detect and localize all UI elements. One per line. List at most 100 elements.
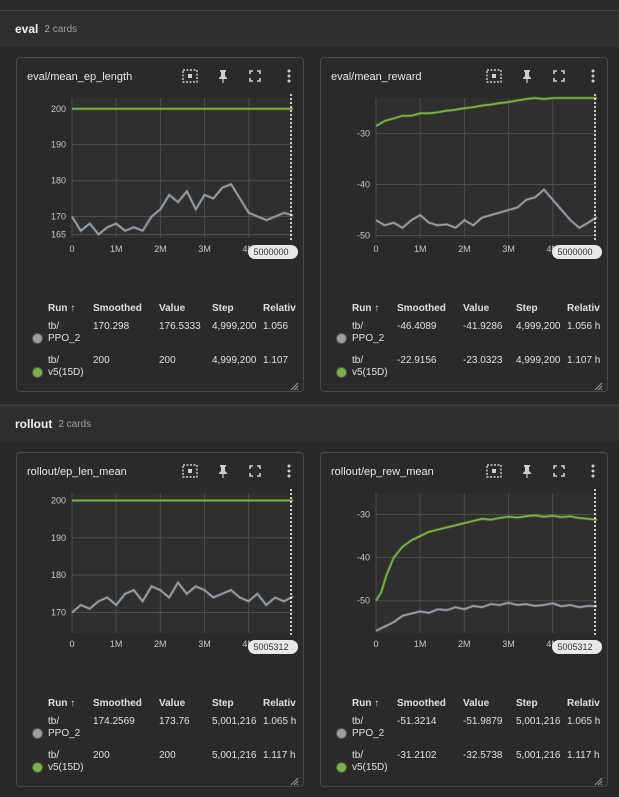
series-line[interactable] bbox=[375, 514, 598, 602]
resize-handle-icon[interactable] bbox=[594, 378, 603, 391]
run-color-dot[interactable] bbox=[32, 333, 43, 344]
column-header-step[interactable]: Step bbox=[212, 303, 234, 314]
series-line[interactable] bbox=[375, 188, 598, 229]
column-header-relative[interactable]: Relativ bbox=[567, 303, 600, 314]
fullscreen-icon[interactable] bbox=[246, 462, 264, 480]
run-table: Run ↑ Smoothed Value Step Relativ tb/PPO_2 170… bbox=[17, 303, 303, 388]
chart-area[interactable]: 16517018019020001M2M3M4M5000000 bbox=[17, 88, 303, 268]
cell-relative: 1.056 h bbox=[567, 321, 601, 332]
series-line[interactable] bbox=[375, 97, 597, 127]
y-tick-label: -30 bbox=[357, 129, 370, 139]
more-vert-icon[interactable] bbox=[280, 462, 298, 480]
cell-value: -32.5738 bbox=[463, 750, 503, 761]
group-header-eval[interactable]: eval 2 cards bbox=[0, 10, 619, 48]
pin-icon[interactable] bbox=[518, 67, 536, 85]
group-name: rollout bbox=[15, 417, 53, 431]
cell-value: 200 bbox=[159, 355, 176, 366]
y-tick-label: 190 bbox=[51, 140, 66, 150]
run-name-line2: v5(15D) bbox=[48, 762, 84, 773]
resize-handle-icon[interactable] bbox=[594, 773, 603, 786]
pin-icon[interactable] bbox=[518, 462, 536, 480]
fullscreen-icon[interactable] bbox=[550, 462, 568, 480]
fullscreen-icon[interactable] bbox=[550, 67, 568, 85]
fullscreen-icon[interactable] bbox=[246, 67, 264, 85]
x-tick-label: 0 bbox=[373, 639, 378, 649]
column-header-smoothed[interactable]: Smoothed bbox=[397, 303, 446, 314]
x-tick-label: 4M bbox=[242, 639, 255, 649]
column-header-step[interactable]: Step bbox=[516, 303, 538, 314]
pin-icon[interactable] bbox=[214, 67, 232, 85]
chart-area[interactable]: -30 -40 -50 0 1M 2M 3M 4M 5005312 bbox=[321, 483, 607, 663]
column-header-smoothed[interactable]: Smoothed bbox=[397, 698, 446, 709]
run-name-line1: tb/ bbox=[48, 321, 60, 332]
run-color-dot[interactable] bbox=[336, 728, 347, 739]
chart-area[interactable]: 170 180 190 200 0 1M 2M 3M 4M 5005312 bbox=[17, 483, 303, 663]
cell-step: 4,999,200 bbox=[516, 321, 561, 332]
series-line[interactable] bbox=[375, 601, 598, 632]
column-header-smoothed[interactable]: Smoothed bbox=[93, 698, 142, 709]
fit-domain-icon[interactable] bbox=[181, 67, 199, 85]
y-tick-label: -30 bbox=[357, 510, 370, 520]
y-tick-label: 165 bbox=[51, 229, 66, 239]
y-tick-label: 180 bbox=[51, 176, 66, 186]
resize-handle-icon[interactable] bbox=[290, 773, 299, 786]
column-header-run[interactable]: Run ↑ bbox=[352, 698, 380, 709]
cell-relative: 1.056 bbox=[263, 321, 289, 332]
run-table: Run ↑ Smoothed Value Step Relativ tb/PPO_2 174… bbox=[17, 698, 303, 783]
run-color-dot[interactable] bbox=[336, 762, 347, 773]
column-header-value[interactable]: Value bbox=[159, 303, 186, 314]
run-color-dot[interactable] bbox=[336, 333, 347, 344]
run-color-dot[interactable] bbox=[32, 762, 43, 773]
line-chart: -30-40-5001M2M3M4M5000000 bbox=[357, 94, 602, 259]
column-header-value[interactable]: Value bbox=[159, 698, 186, 709]
x-tick-label: 0 bbox=[69, 639, 74, 649]
cell-value: -51.9879 bbox=[463, 716, 503, 727]
group-header-rollout[interactable]: rollout 2 cards bbox=[0, 405, 619, 443]
step-badge bbox=[248, 640, 298, 654]
chart-area[interactable]: -30-40-5001M2M3M4M5000000 bbox=[321, 88, 607, 268]
column-header-step[interactable]: Step bbox=[516, 698, 538, 709]
column-header-value[interactable]: Value bbox=[463, 698, 490, 709]
column-header-relative[interactable]: Relativ bbox=[263, 303, 296, 314]
run-color-dot[interactable] bbox=[32, 367, 43, 378]
pin-icon[interactable] bbox=[214, 462, 232, 480]
more-vert-icon[interactable] bbox=[584, 67, 602, 85]
run-name-line2: v5(15D) bbox=[352, 367, 388, 378]
fit-domain-icon[interactable] bbox=[485, 462, 503, 480]
resize-handle-icon[interactable] bbox=[290, 378, 299, 391]
run-table: Run ↑ Smoothed Value Step Relativ tb/PPO_2 -51… bbox=[321, 698, 607, 783]
column-header-value[interactable]: Value bbox=[463, 303, 490, 314]
x-tick-label: 0 bbox=[373, 244, 378, 254]
cell-step: 5,001,216 bbox=[516, 716, 561, 727]
y-tick-label: -40 bbox=[357, 180, 370, 190]
more-vert-icon[interactable] bbox=[584, 462, 602, 480]
column-header-step[interactable]: Step bbox=[212, 698, 234, 709]
run-color-dot[interactable] bbox=[336, 367, 347, 378]
y-tick-label: -40 bbox=[357, 553, 370, 563]
more-vert-icon[interactable] bbox=[280, 67, 298, 85]
run-name-line2: v5(15D) bbox=[352, 762, 388, 773]
cell-value: 173.76 bbox=[159, 716, 190, 727]
column-header-run[interactable]: Run ↑ bbox=[48, 303, 76, 314]
run-name-line1: tb/ bbox=[352, 321, 364, 332]
column-header-relative[interactable]: Relativ bbox=[567, 698, 600, 709]
x-tick-label: 1M bbox=[110, 244, 123, 254]
column-header-run[interactable]: Run ↑ bbox=[48, 698, 76, 709]
x-tick-label: 2M bbox=[154, 244, 167, 254]
fit-domain-icon[interactable] bbox=[485, 67, 503, 85]
column-header-run[interactable]: Run ↑ bbox=[352, 303, 380, 314]
y-tick-label: 170 bbox=[51, 211, 66, 221]
fit-domain-icon[interactable] bbox=[181, 462, 199, 480]
cell-smoothed: -51.3214 bbox=[397, 716, 437, 727]
plot-background bbox=[376, 98, 597, 238]
cell-relative: 1.065 h bbox=[567, 716, 601, 727]
run-color-dot[interactable] bbox=[32, 728, 43, 739]
column-header-relative[interactable]: Relativ bbox=[263, 698, 296, 709]
series-line[interactable] bbox=[71, 581, 294, 614]
column-header-smoothed[interactable]: Smoothed bbox=[93, 303, 142, 314]
y-tick-label: 180 bbox=[51, 570, 66, 580]
cell-step: 4,999,200 bbox=[516, 355, 561, 366]
series-line[interactable] bbox=[71, 183, 294, 236]
cell-smoothed: -22.9156 bbox=[397, 355, 437, 366]
